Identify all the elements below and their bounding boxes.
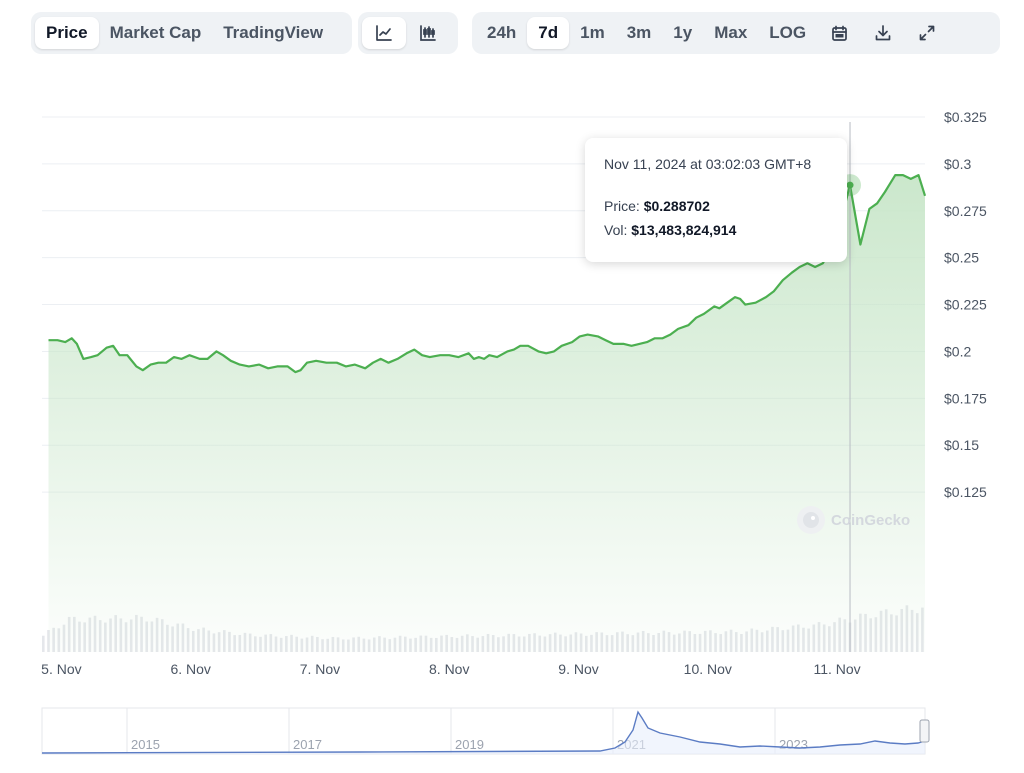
tooltip-price-row: Price: $0.288702 [604,198,828,214]
candlestick-chart-icon [420,25,436,41]
navigator-year-label: 2017 [293,737,322,752]
fullscreen-button[interactable] [905,17,949,49]
range-24h[interactable]: 24h [487,23,517,42]
tooltip-price-label: Price: [604,198,640,214]
x-tick-label: 10. Nov [684,661,732,677]
y-tick-label: $0.125 [944,484,987,500]
tab-price[interactable]: Price [35,17,99,49]
log-scale-toggle[interactable]: LOG [769,23,807,42]
y-tick-label: $0.3 [944,156,971,172]
range-7d[interactable]: 7d [527,17,570,49]
y-tick-label: $0.225 [944,297,987,313]
volume-bar [47,630,50,652]
range-max[interactable]: Max [714,23,748,42]
x-tick-label: 9. Nov [558,661,598,677]
navigator-area [42,712,925,754]
tooltip-price-value: $0.288702 [643,198,710,214]
range-1m[interactable]: 1m [580,23,605,42]
candlestick-chart-button[interactable] [406,17,450,49]
x-tick-label: 11. Nov [813,661,860,677]
coingecko-watermark: CoinGecko [797,506,910,534]
tooltip-date: Nov 11, 2024 at 03:02:03 GMT+8 [604,156,812,172]
y-tick-label: $0.2 [944,343,971,359]
tooltip-volume-row: Vol: $13,483,824,914 [604,222,828,238]
line-chart-button[interactable] [362,17,406,49]
fullscreen-icon [919,25,935,41]
y-tick-label: $0.25 [944,250,979,266]
watermark-text: CoinGecko [831,511,911,529]
range-3m[interactable]: 3m [626,23,652,42]
x-tick-label: 6. Nov [170,661,210,677]
range-tab-group: 24h 7d 1m 3m 1y Max LOG [472,12,1000,54]
calendar-icon [831,25,847,41]
price-tooltip: Nov 11, 2024 at 03:02:03 GMT+8 Price: $0… [585,138,847,262]
calendar-button[interactable] [817,17,861,49]
y-tick-label: $0.325 [944,109,987,125]
download-button[interactable] [861,17,905,49]
y-tick-label: $0.275 [944,203,987,219]
chart-type-group [358,12,458,54]
x-tick-label: 7. Nov [300,661,340,677]
navigator-line [41,710,926,754]
tooltip-volume-label: Vol: [604,222,628,238]
price-area [48,175,925,652]
range-1y[interactable]: 1y [673,23,693,42]
navigator-handle[interactable] [919,719,930,743]
navigator-year-label: 2019 [455,737,484,752]
download-icon [875,25,891,41]
coingecko-logo-icon [797,506,825,534]
hover-marker [846,181,854,189]
line-chart-icon [376,25,392,41]
tooltip-volume-value: $13,483,824,914 [631,222,737,238]
x-tick-label: 8. Nov [429,661,469,677]
view-tab-group: Price Market Cap TradingView [31,12,352,54]
y-tick-label: $0.15 [944,437,979,453]
y-tick-label: $0.175 [944,390,987,406]
navigator-year-label: 2015 [131,737,160,752]
tab-tradingview[interactable]: TradingView [223,23,324,42]
tab-market-cap[interactable]: Market Cap [109,23,202,42]
price-line [48,174,927,374]
volume-bar [42,635,45,652]
x-tick-label: 5. Nov [41,661,81,677]
